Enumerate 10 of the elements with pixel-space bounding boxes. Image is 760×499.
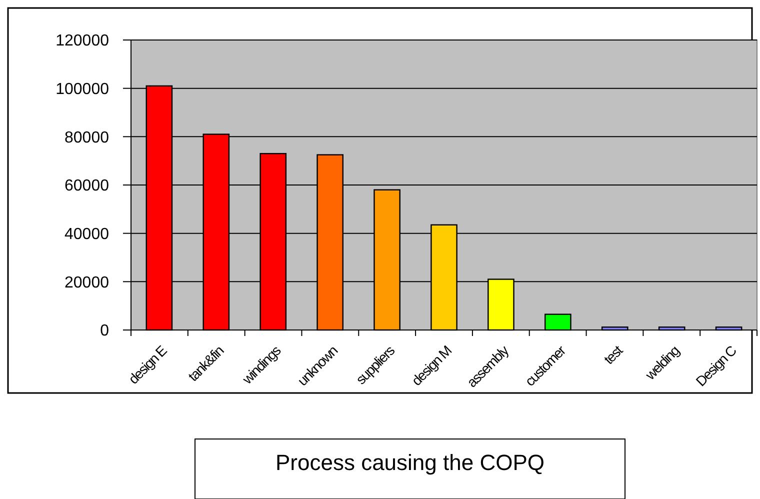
y-tick-label: 120000 (56, 32, 110, 50)
x-axis-title: Process causing the COPQ (275, 450, 545, 475)
y-tick-label: 60000 (64, 178, 110, 195)
x-tick-label: test (600, 342, 626, 368)
y-tick-label: 40000 (64, 226, 110, 243)
y-tick-label: 20000 (64, 274, 110, 292)
y-tick-label: 100000 (56, 80, 110, 98)
y-tick-label: 0 (100, 322, 110, 340)
y-tick-label: 80000 (64, 129, 110, 146)
bar (544, 314, 572, 331)
